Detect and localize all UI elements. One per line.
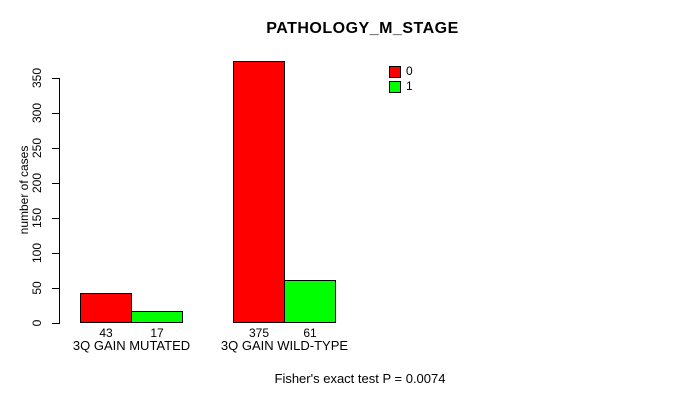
y-tick-label: 350: [30, 67, 44, 89]
category-label: 3Q GAIN MUTATED: [72, 338, 191, 353]
bar-value-label: 375: [248, 326, 270, 340]
y-tick-label: 250: [30, 137, 44, 159]
legend-swatch: [389, 65, 401, 78]
legend-item: 1: [389, 80, 413, 93]
bar: [284, 280, 336, 323]
category-label: 3Q GAIN WILD-TYPE: [220, 338, 349, 353]
y-tick-label: 100: [30, 242, 44, 264]
y-tick-label: 50: [30, 281, 44, 295]
y-tick-label: 200: [30, 172, 44, 194]
legend-label: 0: [406, 64, 413, 78]
y-tick: [52, 217, 59, 219]
y-tick: [52, 182, 59, 184]
y-tick: [52, 147, 59, 149]
chart-title: PATHOLOGY_M_STAGE: [266, 20, 459, 37]
bar-value-label: 17: [150, 326, 164, 340]
bar: [80, 292, 132, 323]
y-tick: [52, 322, 59, 324]
legend-swatch: [389, 80, 401, 93]
legend-label: 1: [406, 79, 413, 93]
bar-value-label: 61: [303, 326, 317, 340]
y-tick: [52, 77, 59, 79]
y-tick: [52, 287, 59, 289]
bar: [131, 311, 183, 323]
bar: [233, 60, 285, 323]
bar-value-label: 43: [99, 326, 113, 340]
y-tick: [52, 112, 59, 114]
fisher-test-annotation: Fisher's exact test P = 0.0074: [274, 371, 446, 386]
y-tick-label: 150: [30, 207, 44, 229]
y-tick: [52, 252, 59, 254]
y-axis-line: [59, 78, 60, 324]
y-tick-label: 0: [30, 319, 44, 327]
y-tick-label: 300: [30, 102, 44, 124]
y-axis-label: number of cases: [17, 145, 31, 235]
legend-item: 0: [389, 65, 413, 78]
